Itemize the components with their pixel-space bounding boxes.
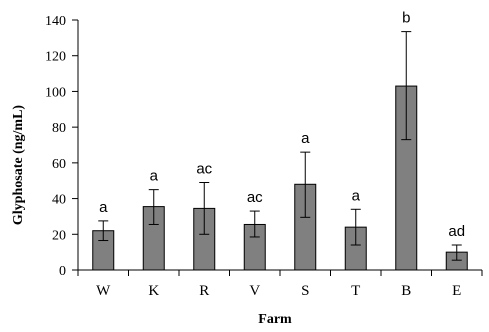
significance-labels: a a ac ac a a b ad (99, 10, 465, 240)
y-tick-label: 20 (52, 228, 66, 243)
significance-label: a (150, 168, 159, 185)
y-axis-title: Glyphosate (ng/mL) (11, 105, 26, 226)
x-tick-label: V (249, 283, 260, 299)
significance-label: a (352, 187, 361, 204)
x-tick-label: B (401, 283, 411, 299)
significance-label: ac (196, 161, 212, 178)
y-tick-label: 60 (52, 157, 66, 172)
y-axis-ticks: 0 20 40 60 80 100 120 140 (45, 14, 78, 279)
significance-label: ac (247, 189, 263, 206)
x-tick-label: W (96, 283, 111, 299)
significance-label: a (301, 130, 310, 147)
significance-label: ad (448, 223, 465, 240)
x-axis-title: Farm (258, 312, 292, 327)
y-tick-label: 140 (45, 14, 66, 29)
significance-label: a (99, 199, 108, 216)
y-tick-label: 100 (45, 85, 66, 100)
x-tick-label: E (452, 283, 461, 299)
x-tick-label: R (199, 283, 209, 299)
x-tick-label: S (301, 283, 309, 299)
x-tick-label: T (351, 283, 360, 299)
y-tick-label: 120 (45, 50, 66, 65)
error-bars (98, 31, 462, 261)
significance-label: b (402, 10, 410, 27)
y-tick-label: 40 (52, 193, 66, 208)
x-tick-label: K (148, 283, 159, 299)
y-tick-label: 0 (59, 264, 66, 279)
axes (77, 20, 483, 276)
y-tick-label: 80 (52, 121, 66, 136)
